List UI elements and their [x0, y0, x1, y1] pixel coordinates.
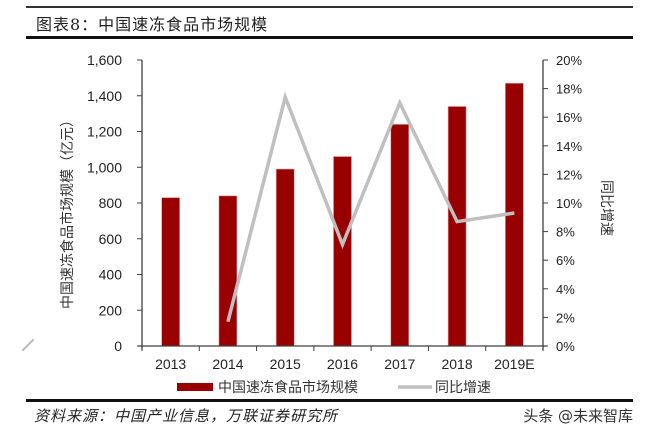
x-tick-label: 2019E: [494, 356, 534, 372]
left-axis-title: 中国速冻食品市场规模（亿元）: [59, 113, 76, 309]
left-tick-label: 0: [114, 338, 122, 354]
watermark: 头条 @未来智库: [523, 407, 633, 425]
growth-line: [226, 91, 515, 323]
figure-title: 图表8：中国速冻食品市场规模: [36, 15, 269, 34]
x-tick-label: 2014: [212, 356, 243, 372]
bar-2016: [333, 156, 352, 347]
right-tick-label: 16%: [556, 110, 582, 125]
right-tick-label: 8%: [556, 225, 575, 240]
right-tick-label: 4%: [556, 282, 575, 297]
x-tick-label: 2013: [155, 356, 186, 372]
legend-bar-label: 中国速冻食品市场规模: [218, 379, 358, 396]
left-tick-label: 800: [99, 195, 123, 211]
bar-2013: [161, 197, 180, 347]
right-tick-label: 6%: [556, 253, 575, 268]
left-tick-label: 1,400: [87, 88, 122, 104]
x-tick-label: 2017: [384, 356, 415, 372]
x-tick-label: 2016: [327, 356, 358, 372]
left-tick-label: 1,600: [87, 52, 122, 68]
left-tick-label: 600: [99, 231, 123, 247]
source-note: 资料来源：中国产业信息，万联证券研究所: [34, 407, 339, 425]
x-tick-label: 2015: [270, 356, 301, 372]
right-tick-label: 2%: [556, 310, 575, 325]
top-rule-thin: [26, 6, 633, 8]
bar-2014: [218, 195, 238, 347]
bar-2018: [447, 106, 467, 347]
right-tick-label: 14%: [556, 139, 582, 154]
legend-bar-swatch: [177, 383, 213, 391]
bar-2015: [275, 168, 295, 347]
bar-2017: [390, 124, 410, 347]
top-rule-thick: [26, 36, 633, 39]
left-tick-label: 1,200: [87, 124, 122, 140]
left-tick-label: 400: [99, 267, 123, 283]
left-tick-label: 1,000: [87, 159, 122, 175]
bottom-rule: [26, 399, 633, 402]
x-tick-label: 2018: [441, 356, 472, 372]
right-tick-label: 12%: [556, 167, 582, 182]
legend-line-label: 同比增速: [435, 380, 491, 396]
right-tick-label: 18%: [556, 82, 582, 97]
right-tick-label: 0%: [556, 339, 575, 354]
right-tick-label: 10%: [556, 196, 582, 211]
left-tick-label: 200: [99, 302, 123, 318]
right-tick-label: 20%: [556, 53, 582, 68]
right-axis-title: 同比增速: [598, 180, 614, 236]
